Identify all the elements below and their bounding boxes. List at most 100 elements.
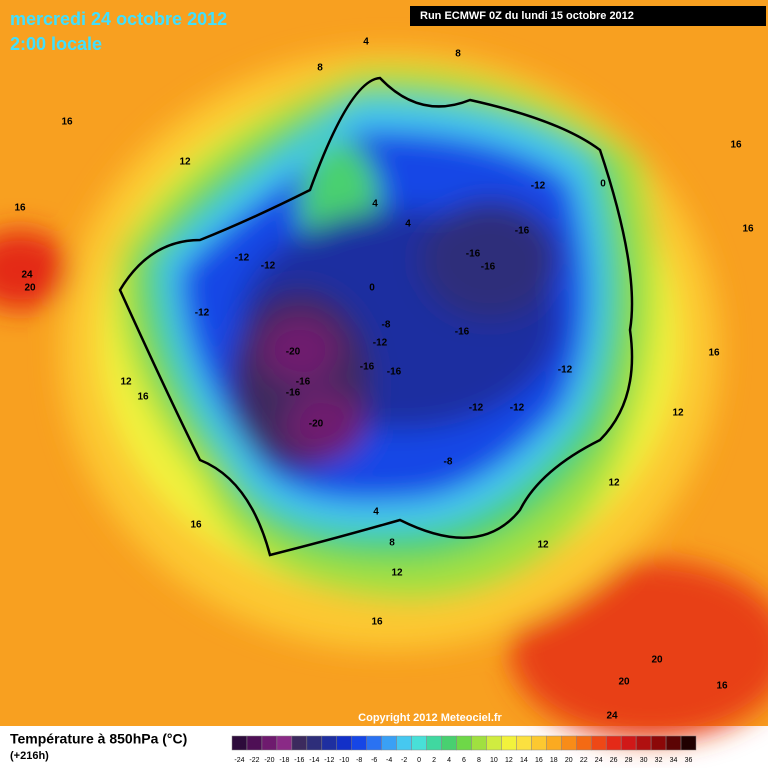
colorbar-swatch — [336, 735, 352, 751]
date-title: mercredi 24 octobre 2012 — [10, 9, 227, 29]
colorbar-swatch — [321, 735, 338, 751]
run-info: Run ECMWF 0Z du lundi 15 octobre 2012 — [420, 10, 634, 22]
colorbar-tick-label: 16 — [535, 757, 543, 764]
contour-label: -16 — [515, 226, 530, 237]
colorbar-swatch — [561, 735, 577, 751]
contour-label: 4 — [405, 219, 411, 230]
contour-label: 16 — [137, 392, 149, 403]
contour-label: 8 — [455, 49, 461, 60]
colorbar-swatch — [680, 735, 697, 751]
contour-label: 12 — [608, 478, 620, 489]
colorbar-tick-label: -24 — [234, 757, 244, 764]
colorbar-swatch — [665, 735, 682, 751]
colorbar-tick-label: 28 — [625, 757, 633, 764]
contour-labels: 1612162420-12-12-12-20-16-16-20-8-12-16-… — [14, 37, 754, 722]
run-box — [410, 6, 766, 26]
colorbar-swatch — [471, 735, 487, 751]
contour-label: -16 — [286, 388, 301, 399]
colorbar-swatch — [576, 735, 592, 751]
colorbar-swatch — [590, 735, 607, 751]
contour-label: 16 — [742, 224, 754, 235]
contour-label: -16 — [481, 262, 496, 273]
colorbar-tick-label: 34 — [670, 757, 678, 764]
colorbar-tick-label: 36 — [685, 757, 693, 764]
colorbar-tick-label: 6 — [462, 757, 466, 764]
colorbar-tick-label: -22 — [249, 757, 259, 764]
colorbar-tick-label: -14 — [309, 757, 319, 764]
colorbar-tick-label: -18 — [279, 757, 289, 764]
contour-label: 20 — [651, 655, 663, 666]
colorbar-tick-label: 2 — [432, 757, 436, 764]
contour-label: 16 — [61, 117, 73, 128]
colorbar-tick-label: 20 — [565, 757, 573, 764]
contour-label: 24 — [606, 711, 618, 722]
colorbar-swatch — [456, 735, 472, 751]
colorbar-swatch — [366, 735, 382, 751]
contour-label: 20 — [24, 283, 36, 294]
contour-label: 8 — [389, 538, 395, 549]
contour-label: 16 — [708, 348, 720, 359]
colorbar-swatch — [635, 735, 652, 751]
colorbar-swatch — [306, 735, 323, 751]
colorbar-tick-label: 12 — [505, 757, 513, 764]
map — [0, 0, 768, 740]
contour-label: -12 — [469, 403, 484, 414]
contour-label: 16 — [190, 520, 202, 531]
contour-label: 0 — [600, 179, 606, 190]
contour-label: 16 — [371, 617, 383, 628]
colorbar-tick-label: -10 — [339, 757, 349, 764]
colorbar-tick-label: 10 — [490, 757, 498, 764]
colorbar-tick-label: -8 — [356, 757, 362, 764]
contour-label: -20 — [309, 419, 324, 430]
colorbar-tick-label: -4 — [386, 757, 392, 764]
colorbar-swatch — [650, 735, 667, 751]
colorbar-swatch — [291, 735, 308, 751]
colorbar-tick-label: 24 — [595, 757, 603, 764]
contour-label: -16 — [387, 367, 402, 378]
colorbar-swatch — [501, 735, 517, 751]
contour-label: -16 — [296, 377, 311, 388]
contour-label: 4 — [373, 507, 379, 518]
contour-label: -12 — [195, 308, 210, 319]
contour-label: 12 — [179, 157, 191, 168]
colorbar: -24 -22 -20 -18 -16 -14 -12 -10 -8 -6 -4 -2 0 2 4 6 8 10 1… — [231, 735, 697, 764]
contour-label: -12 — [235, 253, 250, 264]
colorbar-tick-label: 22 — [580, 757, 588, 764]
colorbar-swatch — [246, 735, 263, 751]
colorbar-swatch — [276, 735, 293, 751]
contour-label: -12 — [531, 181, 546, 192]
colorbar-tick-label: 14 — [520, 757, 528, 764]
colorbar-swatch — [531, 735, 547, 751]
colorbar-swatch — [516, 735, 532, 751]
colorbar-tick-label: 26 — [610, 757, 618, 764]
colorbar-tick-label: 30 — [640, 757, 648, 764]
contour-label: 12 — [120, 377, 132, 388]
colorbar-swatch — [381, 735, 397, 751]
copyright: Copyright 2012 Meteociel.fr — [358, 712, 502, 724]
colorbar-tick-label: -2 — [401, 757, 407, 764]
colorbar-tick-label: -6 — [371, 757, 377, 764]
colorbar-swatch — [231, 735, 248, 751]
contour-label: 4 — [363, 37, 369, 48]
contour-label: -20 — [286, 347, 301, 358]
contour-label: 12 — [537, 540, 549, 551]
colorbar-swatch — [351, 735, 367, 751]
contour-label: 24 — [21, 270, 33, 281]
contour-label: -16 — [360, 362, 375, 373]
colorbar-tick-label: -20 — [264, 757, 274, 764]
contour-label: -12 — [558, 365, 573, 376]
contour-label: -16 — [455, 327, 470, 338]
contour-label: -12 — [373, 338, 388, 349]
colorbar-tick-label: 0 — [417, 757, 421, 764]
contour-label: 12 — [672, 408, 684, 419]
footer-lead: (+216h) — [10, 750, 49, 762]
colorbar-swatch — [261, 735, 278, 751]
contour-label: -8 — [382, 320, 391, 331]
colorbar-swatch — [411, 735, 427, 751]
colorbar-swatch — [396, 735, 412, 751]
contour-label: -12 — [510, 403, 525, 414]
colorbar-swatch — [426, 735, 442, 751]
contour-label: -16 — [466, 249, 481, 260]
colorbar-swatch — [546, 735, 562, 751]
